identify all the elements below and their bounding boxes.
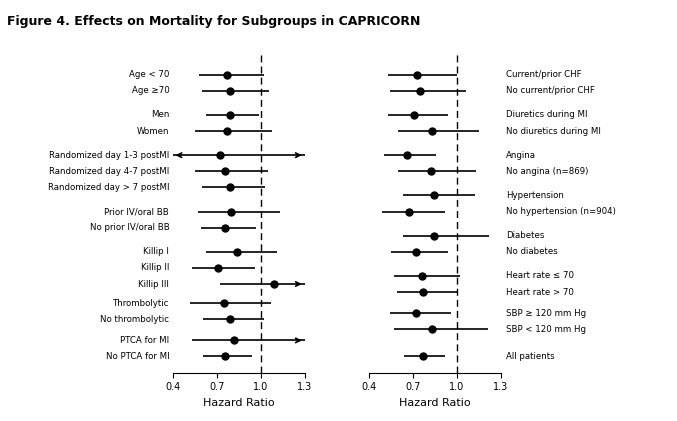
Text: No diuretics during MI: No diuretics during MI	[506, 127, 601, 136]
Text: Prior IV/oral BB: Prior IV/oral BB	[104, 207, 169, 216]
Text: Men: Men	[151, 110, 169, 120]
Text: Age ≥70: Age ≥70	[131, 86, 169, 95]
Text: Current/prior CHF: Current/prior CHF	[506, 70, 582, 79]
Text: No PTCA for MI: No PTCA for MI	[106, 352, 169, 361]
Text: Diuretics during MI: Diuretics during MI	[506, 110, 588, 120]
Text: Diabetes: Diabetes	[506, 231, 545, 240]
Text: Heart rate > 70: Heart rate > 70	[506, 288, 574, 296]
X-axis label: Hazard Ratio: Hazard Ratio	[203, 398, 274, 408]
Text: SBP ≥ 120 mm Hg: SBP ≥ 120 mm Hg	[506, 309, 586, 317]
Text: Heart rate ≤ 70: Heart rate ≤ 70	[506, 272, 574, 280]
Text: No prior IV/oral BB: No prior IV/oral BB	[89, 223, 169, 232]
Text: No angina (n=869): No angina (n=869)	[506, 167, 589, 176]
Text: Angina: Angina	[506, 151, 536, 160]
Text: PTCA for MI: PTCA for MI	[120, 336, 169, 345]
Text: Randomized day > 7 postMI: Randomized day > 7 postMI	[48, 183, 169, 192]
Text: SBP < 120 mm Hg: SBP < 120 mm Hg	[506, 325, 586, 333]
Text: Hypertension: Hypertension	[506, 191, 564, 200]
Text: No thrombolytic: No thrombolytic	[100, 315, 169, 324]
Text: All patients: All patients	[506, 352, 555, 361]
Text: Thrombolytic: Thrombolytic	[113, 299, 169, 308]
Text: No hypertension (n=904): No hypertension (n=904)	[506, 207, 616, 216]
Text: Killip III: Killip III	[138, 280, 169, 288]
Text: Killip II: Killip II	[141, 264, 169, 272]
Text: Age < 70: Age < 70	[129, 70, 169, 79]
Text: Women: Women	[137, 127, 169, 136]
Text: Killip I: Killip I	[144, 247, 169, 256]
Text: Randomized day 4-7 postMI: Randomized day 4-7 postMI	[49, 167, 169, 176]
Text: Randomized day 1-3 postMI: Randomized day 1-3 postMI	[49, 151, 169, 160]
Text: Figure 4. Effects on Mortality for Subgroups in CAPRICORN: Figure 4. Effects on Mortality for Subgr…	[7, 15, 420, 28]
Text: No diabetes: No diabetes	[506, 247, 558, 256]
Text: No current/prior CHF: No current/prior CHF	[506, 86, 595, 95]
X-axis label: Hazard Ratio: Hazard Ratio	[399, 398, 471, 408]
